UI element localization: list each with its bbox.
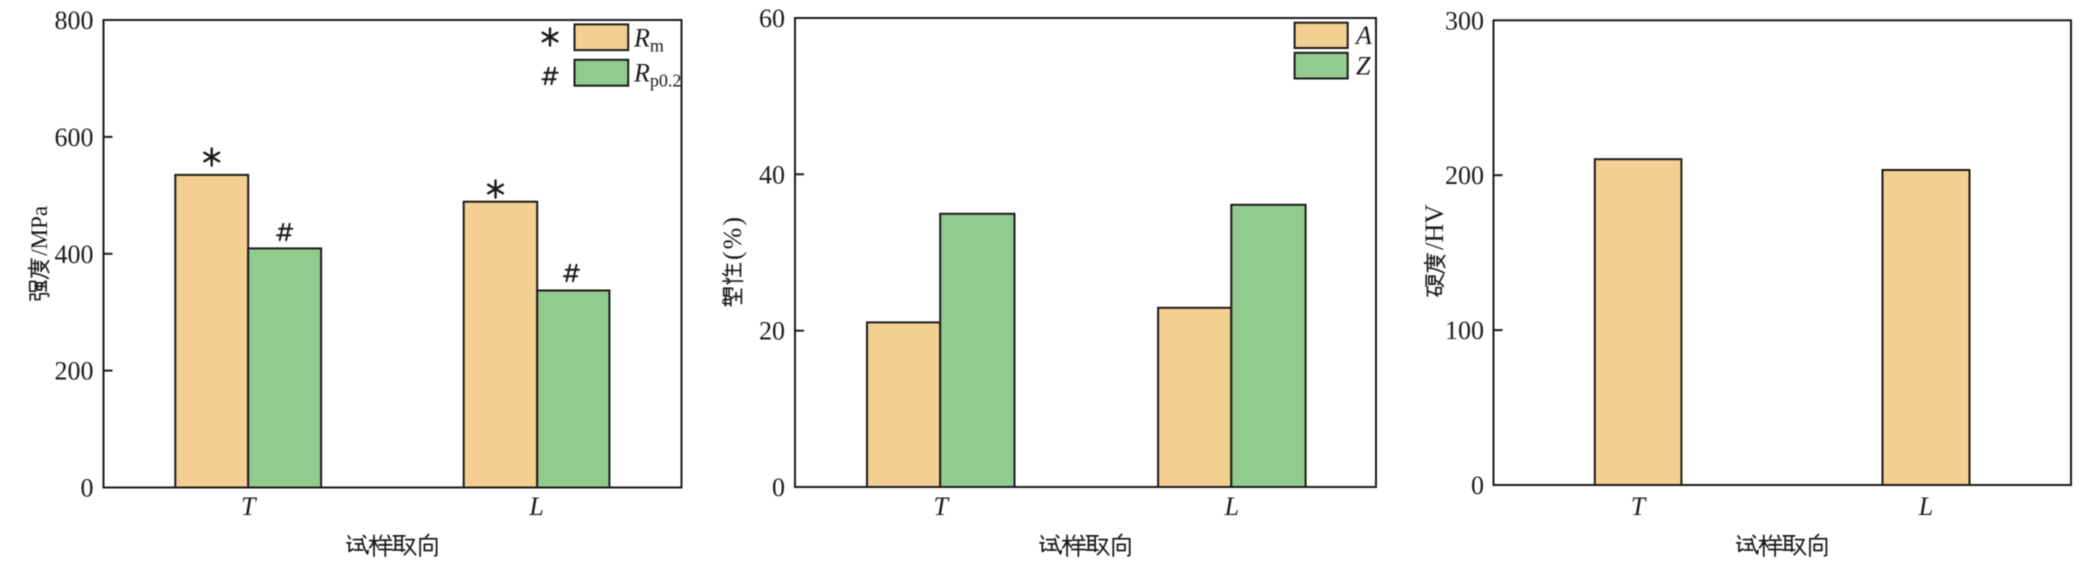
svg-text:800: 800 [55,6,94,35]
svg-text:0: 0 [1471,471,1484,500]
svg-text:Rp0.2: Rp0.2 [633,59,681,91]
svg-text:/HV: /HV [1419,204,1449,250]
svg-text:40: 40 [759,160,785,189]
svg-text:(%): (%) [718,215,747,260]
svg-text:60: 60 [759,4,785,33]
svg-text:Z: Z [1356,52,1371,81]
svg-text:600: 600 [55,123,94,152]
svg-text:200: 200 [55,357,94,386]
svg-text:A: A [1354,21,1372,50]
svg-text:L: L [1918,492,1933,521]
svg-text:200: 200 [1445,161,1484,190]
svg-text:0: 0 [81,474,94,503]
svg-text:20: 20 [759,317,785,346]
svg-text:T: T [1631,492,1647,521]
svg-text:400: 400 [55,240,94,269]
svg-text:300: 300 [1445,6,1484,35]
svg-text:L: L [1224,492,1239,521]
svg-text:100: 100 [1445,316,1484,345]
svg-text:/MPa: /MPa [27,206,52,256]
svg-text:T: T [933,492,949,521]
svg-text:0: 0 [772,473,785,502]
svg-text:L: L [528,492,543,521]
svg-text:T: T [241,492,257,521]
